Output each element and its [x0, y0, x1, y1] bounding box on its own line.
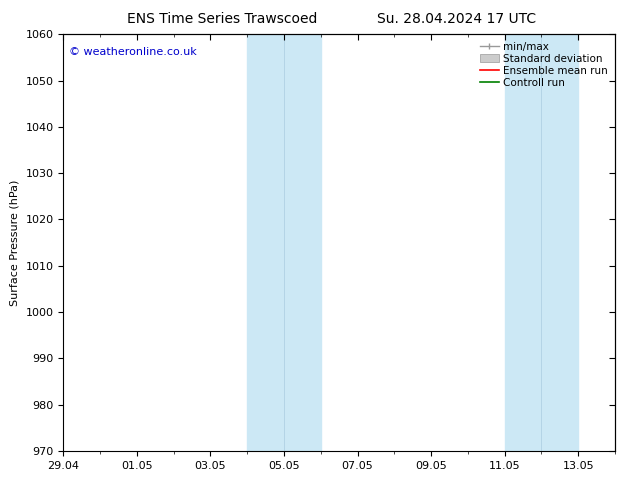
Bar: [505, 34, 541, 451]
Bar: [247, 34, 284, 451]
Y-axis label: Surface Pressure (hPa): Surface Pressure (hPa): [10, 179, 20, 306]
Text: © weatheronline.co.uk: © weatheronline.co.uk: [69, 47, 197, 57]
Bar: [284, 34, 321, 451]
Text: Su. 28.04.2024 17 UTC: Su. 28.04.2024 17 UTC: [377, 12, 536, 26]
Bar: [541, 34, 578, 451]
Text: ENS Time Series Trawscoed: ENS Time Series Trawscoed: [127, 12, 317, 26]
Legend: min/max, Standard deviation, Ensemble mean run, Controll run: min/max, Standard deviation, Ensemble me…: [478, 40, 610, 90]
